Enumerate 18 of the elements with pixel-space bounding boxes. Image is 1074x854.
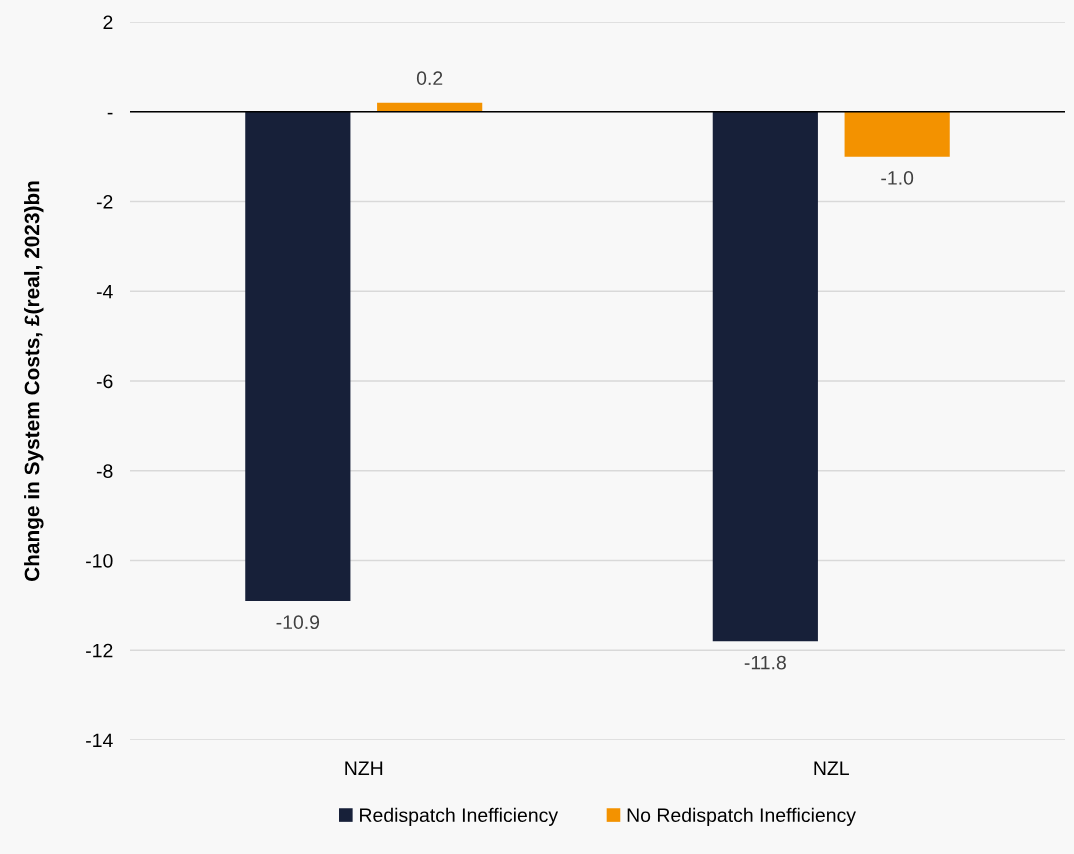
x-tick-label: NZH bbox=[345, 761, 383, 775]
legend-label: No Redispatch Inefficiency bbox=[627, 807, 856, 826]
data-label: -11.8 bbox=[744, 655, 786, 670]
y-tick-label: -6 bbox=[96, 374, 113, 389]
y-axis-title: Change in System Costs, £(real, 2023)bn bbox=[24, 181, 44, 582]
y-tick-label: -14 bbox=[86, 733, 113, 748]
y-tick-label: -2 bbox=[96, 194, 113, 209]
data-label: -1.0 bbox=[881, 171, 914, 185]
y-tick-label: -4 bbox=[96, 284, 113, 299]
legend-label: Redispatch Inefficiency bbox=[360, 807, 559, 826]
y-tick-label: 2 bbox=[103, 15, 113, 30]
x-tick-label: NZL bbox=[814, 761, 849, 775]
y-tick-label: -10 bbox=[86, 553, 113, 568]
y-tick-label: -8 bbox=[96, 464, 113, 478]
data-label: 0.2 bbox=[416, 71, 443, 86]
data-label: -10.9 bbox=[276, 615, 320, 630]
y-tick-label: - bbox=[107, 112, 113, 115]
y-tick-label: -12 bbox=[86, 643, 113, 658]
